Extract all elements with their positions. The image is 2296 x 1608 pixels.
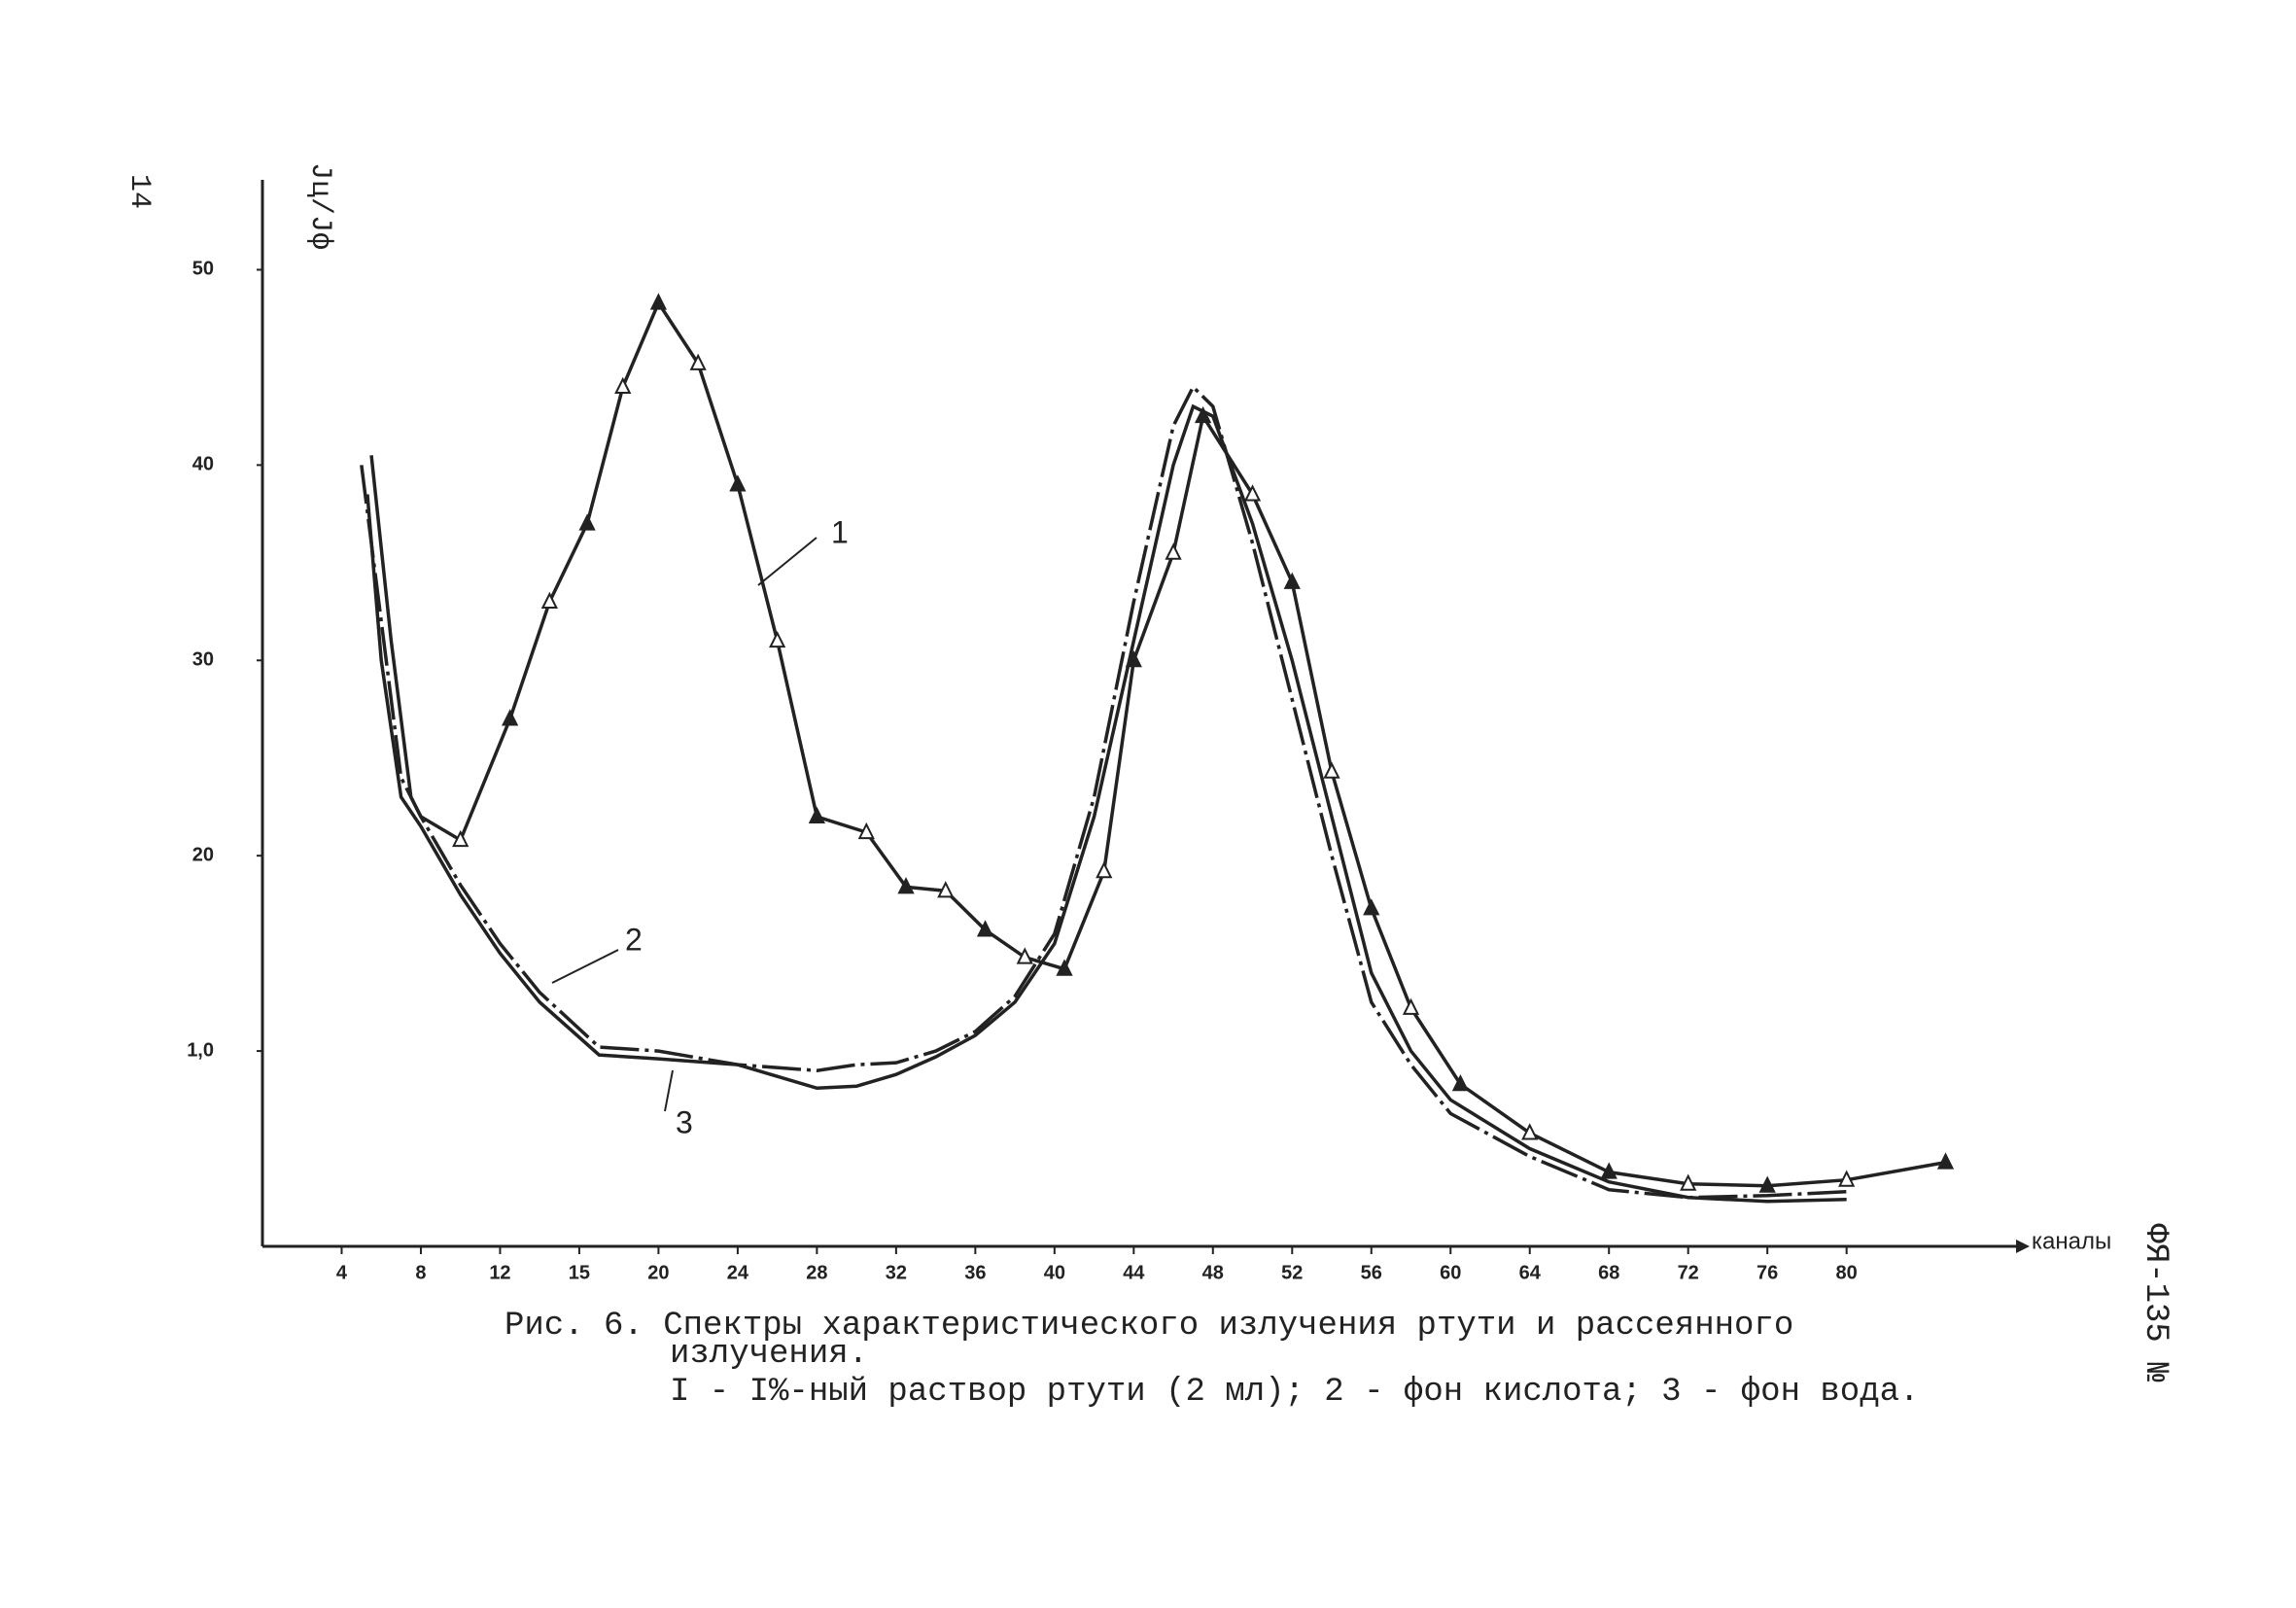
marker: [578, 513, 596, 531]
leader-3: [664, 1069, 674, 1112]
y-tick-label: 50: [192, 259, 214, 280]
x-tick-label: 48: [1202, 1262, 1224, 1283]
marker: [1680, 1173, 1697, 1191]
annotation: 2: [625, 922, 643, 957]
x-tick-label: 8: [415, 1262, 426, 1283]
caption-line: I - I%-ный раствор ртути (2 мл); 2 - фон…: [670, 1374, 1919, 1411]
marker: [1056, 959, 1073, 976]
y-tick-label: 20: [192, 844, 214, 865]
side-label: ФЯ-135 №: [2137, 1223, 2174, 1381]
marker: [857, 821, 875, 840]
x-tick-label: 4: [336, 1262, 348, 1283]
series-line: [365, 403, 1847, 1204]
marker: [1283, 572, 1301, 589]
marker: [1600, 1162, 1618, 1179]
annotation: 3: [676, 1104, 693, 1139]
y-axis-label: Jц/Jф: [303, 162, 336, 250]
marker: [937, 881, 955, 898]
leader-1: [757, 537, 818, 586]
marker: [452, 829, 470, 848]
marker: [808, 806, 826, 823]
marker: [1096, 861, 1113, 879]
x-tick-label: 44: [1123, 1262, 1145, 1283]
x-tick-label: 36: [964, 1262, 986, 1283]
marker: [1323, 761, 1340, 779]
marker: [1936, 1152, 1955, 1170]
marker: [1016, 947, 1033, 964]
marker: [897, 877, 915, 894]
marker: [1402, 997, 1420, 1015]
marker: [689, 353, 707, 370]
y-tick-label: 40: [192, 454, 214, 475]
x-tick-label: 15: [569, 1262, 590, 1283]
x-tick-label: 12: [489, 1262, 510, 1283]
marker: [540, 591, 558, 609]
y-tick-label: 30: [192, 649, 214, 671]
marker: [729, 474, 747, 492]
caption-line: излучения.: [670, 1336, 868, 1373]
marker: [1165, 542, 1182, 560]
x-tick-label: 52: [1281, 1262, 1303, 1283]
x-tick-label: 72: [1678, 1262, 1699, 1283]
marker: [769, 630, 786, 648]
x-tick-label: 32: [886, 1262, 907, 1283]
page-number: 14: [122, 174, 156, 209]
x-tick-label: 60: [1440, 1262, 1461, 1283]
x-tick-label: 24: [727, 1262, 749, 1283]
marker: [976, 920, 994, 937]
x-tick-label: 80: [1836, 1262, 1858, 1283]
x-tick-label: 40: [1044, 1262, 1065, 1283]
marker: [1243, 484, 1262, 502]
marker: [1758, 1175, 1776, 1193]
x-tick-label: 76: [1757, 1262, 1778, 1283]
marker: [1838, 1170, 1856, 1187]
marker: [1451, 1074, 1470, 1092]
series-line: [369, 298, 1946, 1188]
y-tick-label: 1,0: [187, 1039, 214, 1061]
marker: [1194, 405, 1212, 424]
series-line: [360, 384, 1847, 1200]
marker: [649, 293, 668, 310]
x-axis-arrow: [2016, 1240, 2030, 1253]
annotation: 1: [831, 514, 849, 549]
marker: [1363, 898, 1380, 916]
marker: [1521, 1123, 1539, 1140]
x-tick-label: 56: [1361, 1262, 1382, 1283]
caption-line: Рис. 6. Спектры характеристического излу…: [504, 1308, 1793, 1345]
x-tick-label: 28: [806, 1262, 827, 1283]
x-tick-label: 68: [1598, 1262, 1619, 1283]
marker: [614, 376, 632, 394]
x-tick-label: 20: [647, 1262, 669, 1283]
x-tick-label: 64: [1519, 1262, 1542, 1283]
x-axis-label: каналы: [2032, 1228, 2111, 1254]
leader-2: [551, 949, 619, 984]
marker: [502, 709, 519, 726]
